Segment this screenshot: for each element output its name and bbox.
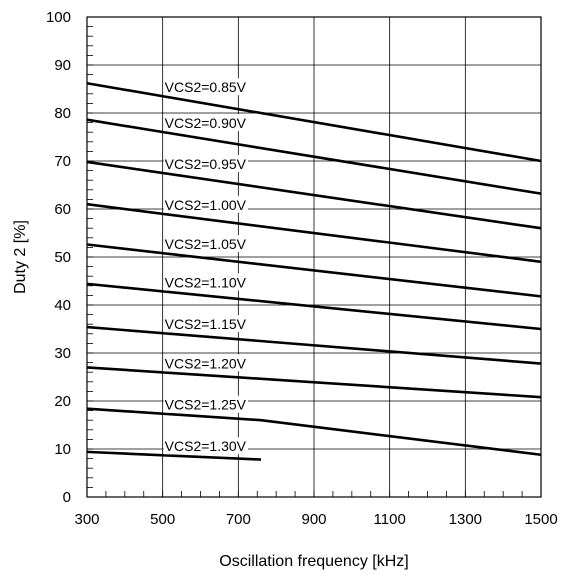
- series-line: [86, 366, 542, 399]
- y-tick-label: 10: [54, 441, 71, 458]
- series-label-background: [163, 195, 249, 213]
- x-tick-label: 500: [150, 511, 175, 528]
- series-label: VCS2=0.90V: [165, 115, 247, 131]
- x-tick-label: 1500: [524, 511, 557, 528]
- x-tick-label: 1100: [374, 511, 406, 528]
- series-label: VCS2=1.15V: [165, 316, 247, 332]
- series-label-background: [163, 273, 249, 291]
- minor-ticks: [86, 16, 542, 498]
- series-label-background: [163, 437, 249, 455]
- series-label-background: [163, 315, 249, 333]
- y-tick-label: 60: [54, 201, 71, 218]
- y-tick-label: 100: [46, 9, 71, 26]
- x-tick-label: 1300: [449, 511, 482, 528]
- y-axis-title: Duty 2 [%]: [12, 220, 29, 294]
- y-tick-labels: 0 10 20 30 40 50 60 70 80 90 100: [46, 9, 71, 506]
- x-axis-title: Oscillation frequency [kHz]: [219, 553, 408, 570]
- x-tick-labels: 300 500 700 900 1100 1300 1500: [74, 511, 557, 528]
- y-tick-label: 70: [54, 153, 71, 170]
- series-label-background: [163, 155, 249, 172]
- series-line: [86, 160, 542, 230]
- y-tick-label: 20: [54, 393, 71, 410]
- series-lines: [86, 81, 542, 461]
- series-label-background: [163, 235, 249, 253]
- grid: [86, 16, 542, 498]
- series-line: [86, 202, 542, 264]
- series-label-background: [163, 78, 249, 96]
- x-tick-label: 700: [226, 511, 251, 528]
- series-line: [86, 81, 542, 163]
- series-label: VCS2=1.30V: [165, 438, 247, 454]
- series-label: VCS2=1.05V: [165, 236, 247, 252]
- plot-frame: [86, 16, 542, 498]
- series-label: VCS2=1.25V: [165, 397, 247, 413]
- y-tick-label: 40: [54, 297, 71, 314]
- series-line: [86, 118, 542, 195]
- series-line: [86, 450, 262, 461]
- series-label-background: [163, 354, 249, 372]
- series-label-background: [163, 114, 249, 132]
- series-label: VCS2=0.95V: [165, 156, 247, 172]
- series-label: VCS2=1.20V: [165, 355, 247, 371]
- series-label-background: [163, 395, 249, 413]
- x-tick-label: 900: [301, 511, 326, 528]
- series-line: [86, 282, 542, 331]
- series-line: [86, 325, 542, 365]
- series-label: VCS2=1.00V: [165, 197, 247, 213]
- y-tick-label: 30: [54, 345, 71, 362]
- series-label: VCS2=0.85V: [165, 79, 247, 95]
- y-tick-label: 50: [54, 249, 71, 266]
- x-tick-label: 300: [74, 511, 99, 528]
- series-line: [86, 243, 542, 298]
- y-tick-label: 80: [54, 105, 71, 122]
- series-labels: VCS2=0.85V VCS2=0.90V VCS2=0.95V VCS2=1.00V…: [163, 78, 249, 455]
- y-tick-label: 90: [54, 57, 71, 74]
- series-label: VCS2=1.10V: [165, 274, 247, 290]
- series-line: [86, 407, 542, 457]
- y-tick-label: 0: [63, 489, 71, 506]
